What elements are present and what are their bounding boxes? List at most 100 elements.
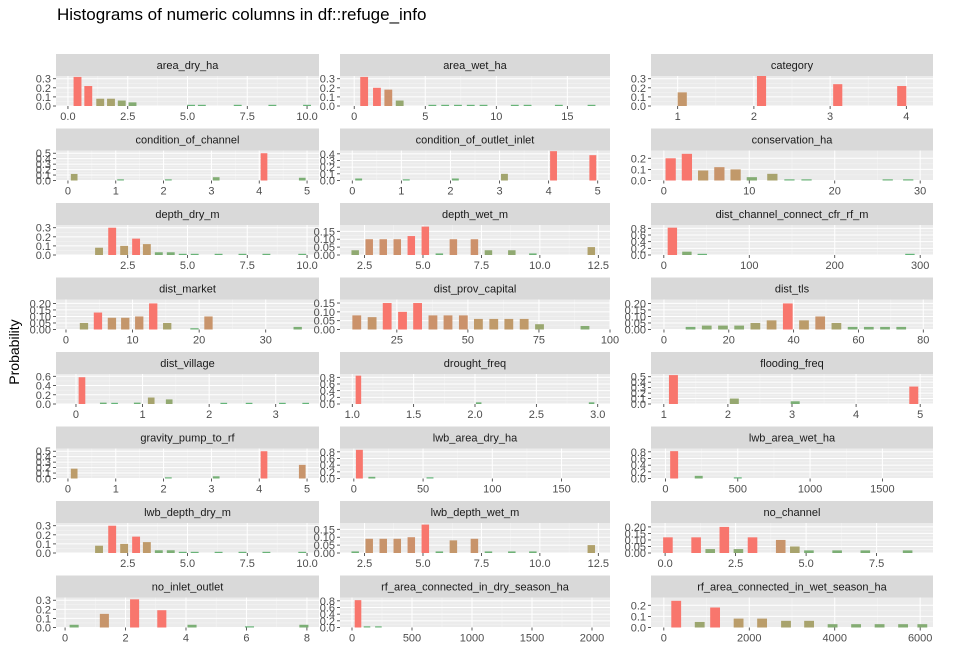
facet-strip [340, 575, 610, 598]
x-tick-label: 2 [206, 409, 212, 421]
histogram-bar [298, 551, 307, 553]
histogram-bar [750, 322, 761, 330]
x-tick-label: 4 [546, 186, 552, 198]
histogram-bar [238, 253, 247, 255]
histogram-bar [441, 104, 450, 106]
x-tick-label: 1 [139, 409, 145, 421]
x-tick-label: 20 [723, 335, 735, 347]
facet-lwb_depth_dry_m: lwb_depth_dry_m 0.00.10.20.3 2.5 5.0 7.5 10.0 [36, 501, 319, 570]
x-tick-label: 0 [349, 186, 355, 198]
y-tick-label: 0.2 [320, 162, 335, 174]
x-tick-label: 5 [304, 484, 310, 496]
histogram-bar [421, 524, 430, 553]
histogram-bar [69, 624, 79, 628]
y-tick-label: 0.2 [36, 83, 51, 95]
histogram-bar [790, 546, 800, 553]
histogram-bar [882, 179, 893, 181]
y-tick-label: 0.4 [631, 460, 646, 472]
y-tick-label: 0.00 [314, 325, 335, 337]
y-tick-label: 0.2 [36, 390, 51, 402]
histogram-bar [402, 179, 410, 181]
y-tick-label: 0.1 [36, 92, 51, 104]
histogram-bar [187, 624, 197, 628]
y-tick-label: 0.2 [320, 467, 335, 479]
histogram-bar [260, 451, 268, 479]
histogram-bar [801, 179, 812, 181]
x-tick-label: 15 [561, 111, 573, 123]
x-tick-label: 40 [787, 335, 799, 347]
histogram-bar [398, 311, 407, 330]
histogram-bar [132, 238, 141, 255]
x-tick-label: 300 [911, 260, 929, 272]
x-tick-label: 1000 [798, 484, 822, 496]
histogram-bar [833, 84, 843, 106]
facet-strip [56, 426, 319, 449]
histogram-bar [303, 104, 311, 106]
histogram-bar [187, 104, 196, 106]
histogram-bar [426, 477, 434, 479]
histogram-bar [360, 76, 369, 106]
x-tick-label: 100 [601, 335, 619, 347]
y-tick-label: 0.0 [631, 474, 646, 486]
x-tick-label: 2 [122, 633, 128, 645]
y-tick-label: 0.05 [314, 316, 335, 328]
histogram-bar [142, 244, 151, 255]
x-tick-label: 0 [63, 335, 69, 347]
facet-conservation_ha: conservation_ha 0.00.10.2 0 10 20 30 [631, 128, 933, 198]
facet-strip [651, 203, 933, 225]
y-tick-label: 0.5 [631, 372, 646, 384]
y-tick-label: 0.0 [320, 101, 335, 113]
facet-dist_channel_connect_cfr_rf_m: dist_channel_connect_cfr_rf_m0.00.20.40.… [631, 203, 933, 272]
y-tick-label: 0.0 [36, 623, 51, 635]
histogram-bar [529, 551, 537, 553]
x-tick-label: 8 [304, 633, 310, 645]
y-tick-label: 0.0 [36, 250, 51, 262]
x-tick-label: 1500 [520, 633, 544, 645]
y-tick-label: 0.15 [314, 298, 335, 310]
x-tick-label: 0.0 [657, 558, 672, 570]
y-tick-label: 0.0 [631, 399, 646, 411]
x-tick-label: 0 [661, 186, 667, 198]
x-tick-label: 2000 [737, 633, 761, 645]
histogram-bar [449, 540, 458, 553]
facet-gravity_pump_to_rf: gravity_pump_to_rf 0.00.10.20.30.40.5 0 1 2 3… [36, 426, 319, 496]
histogram-bar [428, 315, 438, 330]
x-tick-label: 3 [208, 186, 214, 198]
histogram-bar [501, 173, 508, 181]
histogram-bar [905, 253, 915, 255]
x-tick-label: 2 [161, 186, 167, 198]
y-tick-label: 0.2 [631, 600, 646, 612]
x-tick-label: 12.5 [588, 260, 609, 272]
histogram-bar [508, 551, 516, 553]
facet-depth_dry_m: depth_dry_m 0.00.10.20.3 2.5 5.0 7.5 10.0 [36, 203, 319, 272]
histogram-bar [268, 104, 277, 106]
y-tick-label: 0.00 [314, 548, 335, 560]
facet-drought_freq: drought_freq 0.00.20.40.60.8 1.0 1.5 2.0 2.5 3… [320, 352, 610, 421]
x-tick-label: 1 [398, 186, 404, 198]
histogram-bar [363, 626, 371, 628]
x-tick-label: 7.5 [474, 260, 489, 272]
histogram-bar [421, 226, 430, 255]
x-tick-label: 0 [349, 633, 355, 645]
histogram-bar [474, 318, 483, 330]
y-tick-label: 0.1 [320, 169, 335, 181]
histogram-bar [587, 104, 596, 106]
y-tick-label: 0.3 [36, 159, 51, 171]
y-tick-label: 0.6 [631, 230, 646, 242]
y-tick-label: 0.15 [30, 305, 51, 317]
histogram-bar [554, 104, 563, 106]
y-tick-label: 0.0 [36, 548, 51, 560]
x-tick-label: 4 [183, 633, 189, 645]
y-tick-label: 0.0 [631, 250, 646, 262]
x-tick-label: 0 [65, 186, 71, 198]
histogram-bar [165, 477, 172, 479]
histogram-bar [587, 247, 596, 255]
x-tick-label: 0 [351, 484, 357, 496]
histogram-bar [428, 104, 437, 106]
histogram-bar [587, 545, 596, 553]
histogram-bar [214, 253, 223, 255]
histogram-bar [718, 325, 728, 330]
histogram-bar [681, 153, 693, 181]
histogram-bar [157, 610, 167, 628]
